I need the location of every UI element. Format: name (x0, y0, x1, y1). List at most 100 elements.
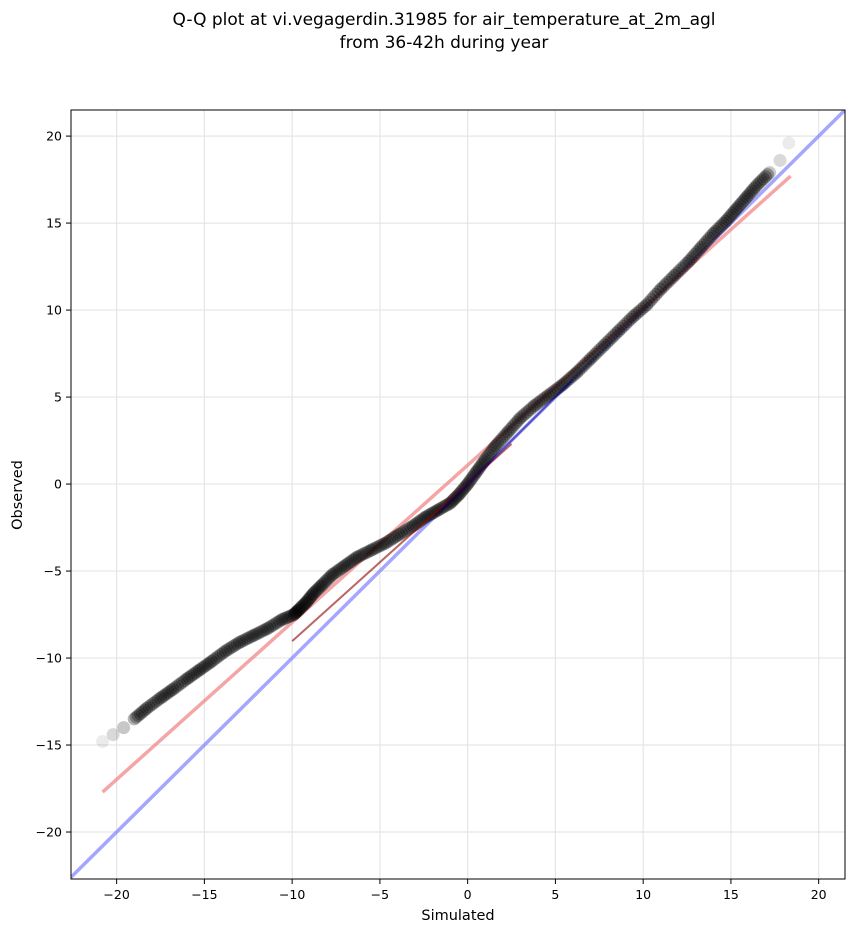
quantile-point (324, 569, 338, 583)
quantile-point (223, 641, 237, 655)
quantile-point (290, 604, 304, 618)
quantile-point (366, 542, 380, 556)
quantile-point (688, 247, 702, 261)
quantile-point (344, 554, 358, 568)
quantile-point (532, 395, 546, 409)
quantile-point (419, 510, 433, 524)
quantile-point (376, 537, 390, 551)
quantile-point (421, 509, 435, 523)
quantile-point (186, 668, 200, 682)
quantile-point (576, 359, 590, 373)
quantile-point (469, 465, 483, 479)
quantile-point (445, 495, 459, 509)
quantile-point (616, 319, 630, 333)
quantile-point (285, 608, 299, 622)
quantile-point (364, 543, 378, 557)
quantile-point (733, 198, 747, 212)
quantile-point (336, 560, 350, 574)
x-tick-label: 20 (811, 887, 827, 902)
quantile-point (225, 640, 239, 654)
quantile-point (658, 278, 672, 292)
y-axis-ticks: −20 −15 −10 −5 0 5 10 15 20 (36, 129, 71, 840)
quantile-point (314, 579, 328, 593)
x-tick-label: −5 (371, 887, 389, 902)
quantile-point (447, 492, 461, 506)
quantile-point (743, 186, 757, 200)
quantile-point (209, 651, 223, 665)
quantile-point (423, 508, 437, 522)
quantile-point (397, 525, 411, 539)
quantile-point (518, 407, 532, 421)
quantile-point (166, 682, 180, 696)
quantile-point (268, 617, 282, 631)
quantile-point (567, 368, 581, 382)
quantile-point (216, 646, 230, 660)
quantile-point (443, 496, 457, 510)
quantile-point (402, 522, 416, 536)
quantile-point (221, 643, 235, 657)
quantile-points (96, 136, 796, 749)
quantile-point (569, 366, 583, 380)
quantile-point (346, 553, 360, 567)
quantile-point (630, 306, 644, 320)
quantile-point (251, 626, 265, 640)
quantile-point (698, 236, 712, 250)
quantile-point (228, 638, 242, 652)
quantile-point (726, 206, 740, 220)
quantile-point (450, 489, 464, 503)
quantile-point (311, 582, 325, 596)
quantile-point (467, 469, 481, 483)
quantile-point (690, 245, 704, 259)
quantile-point (668, 268, 682, 282)
quantile-point (288, 607, 302, 621)
quantile-point (782, 136, 796, 150)
quantile-point (158, 688, 172, 702)
quantile-point (302, 592, 316, 606)
quantile-point (684, 252, 698, 266)
quantile-point (106, 728, 120, 742)
quantile-point (513, 411, 527, 425)
quantile-point (369, 541, 383, 555)
quantile-point (588, 347, 602, 361)
quantile-point (385, 532, 399, 546)
quantile-point (348, 552, 362, 566)
quantile-point (378, 536, 392, 550)
quantile-point (287, 608, 301, 622)
y-tick-label: −10 (36, 651, 62, 666)
quantile-point (452, 488, 466, 501)
quantile-point (249, 627, 263, 641)
quantile-point (173, 677, 187, 691)
quantile-point (656, 280, 670, 294)
quantile-point (332, 563, 346, 577)
quantile-point (584, 352, 598, 366)
quantile-point (232, 635, 246, 649)
y-tick-label: −5 (44, 564, 62, 579)
quantile-point (204, 655, 218, 669)
quantile-point (713, 220, 727, 234)
quantile-point (164, 684, 178, 698)
quantile-point (218, 644, 232, 658)
quantile-point (146, 696, 160, 710)
quantile-point (593, 343, 607, 357)
quantile-point (292, 602, 306, 616)
quantile-point (326, 568, 340, 582)
quantile-point (322, 571, 336, 585)
quantile-point (261, 621, 275, 635)
quantile-point (724, 208, 738, 222)
quantile-point (503, 423, 517, 437)
quantile-point (516, 409, 530, 423)
quantile-point (297, 598, 311, 612)
quantile-point (388, 530, 402, 544)
quantile-point (242, 631, 256, 645)
quantile-point (149, 695, 163, 709)
quantile-point (254, 625, 268, 639)
quantile-point (686, 250, 700, 264)
quantile-point (614, 322, 628, 336)
quantile-point (177, 674, 191, 688)
quantile-point (544, 387, 558, 401)
quantile-point (192, 663, 206, 677)
quantile-point (607, 329, 621, 343)
quantile-point (756, 172, 770, 186)
quantile-point (661, 275, 675, 289)
quantile-point (182, 670, 196, 684)
